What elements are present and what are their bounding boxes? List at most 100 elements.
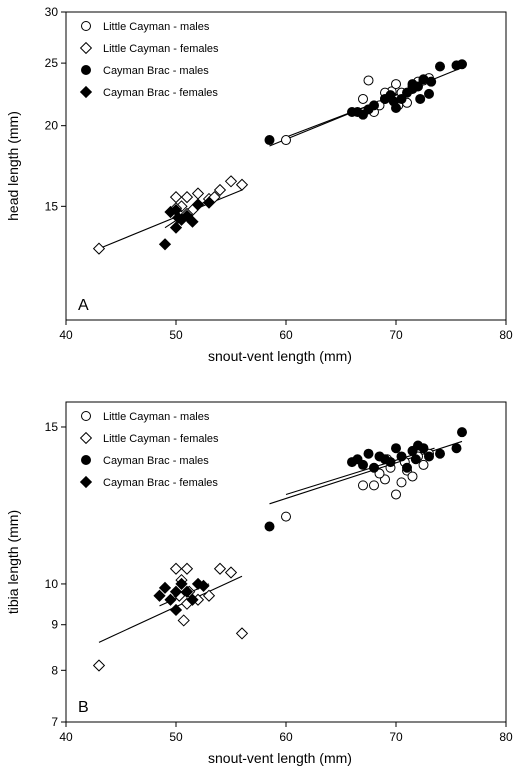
data-point — [451, 443, 462, 454]
data-point — [180, 562, 194, 575]
y-tick-label: 9 — [51, 618, 58, 632]
y-tick-label: 25 — [45, 56, 59, 70]
legend: Little Cayman - males Little Cayman - fem… — [79, 21, 219, 99]
data-point — [435, 448, 445, 459]
legend: Little Cayman - males Little Cayman - fem… — [79, 411, 219, 489]
y-tick-label: 15 — [45, 420, 59, 434]
x-tick-label: 40 — [59, 730, 73, 744]
data-point — [186, 215, 199, 228]
data-point — [391, 489, 401, 500]
data-point — [180, 191, 194, 204]
data-point — [224, 566, 238, 579]
data-point — [213, 183, 227, 197]
data-point — [169, 221, 183, 234]
chart-panel-a: 40 50 60 70 80 15 20 25 30 snout-vent length (mm)… — [5, 5, 513, 364]
data-series — [264, 59, 467, 146]
x-tick-label: 60 — [279, 730, 293, 744]
data-point — [358, 93, 368, 104]
legend-label: Little Cayman - males — [103, 21, 210, 33]
y-axis-title: head length (mm) — [5, 111, 21, 221]
data-point — [388, 96, 399, 107]
data-point — [264, 135, 275, 146]
data-point — [369, 462, 379, 473]
data-point — [457, 427, 467, 438]
x-axis-title: snout-vent length (mm) — [208, 750, 352, 766]
data-point — [177, 614, 190, 627]
data-point — [202, 196, 216, 209]
x-tick-label: 70 — [389, 328, 403, 342]
data-point — [197, 579, 210, 592]
data-point — [396, 477, 407, 488]
legend-label: Cayman Brac - females — [103, 87, 218, 99]
panel-label: B — [78, 699, 89, 716]
data-point — [169, 191, 183, 204]
y-tick-label: 20 — [45, 119, 59, 133]
data-point — [369, 480, 379, 491]
data-point — [191, 198, 205, 211]
data-point — [202, 589, 216, 602]
y-tick-label: 30 — [45, 5, 59, 19]
data-point — [358, 480, 368, 491]
data-point — [396, 451, 407, 462]
plot-frame — [65, 11, 507, 321]
y-tick-label: 10 — [45, 577, 59, 591]
data-point — [424, 88, 434, 99]
legend-label: Cayman Brac - males — [103, 65, 209, 77]
chart-panel-b: 40 50 60 70 80 7 8 9 10 15 snout-vent length (mm) t… — [5, 401, 513, 766]
data-point — [418, 443, 429, 454]
data-point — [235, 627, 249, 640]
data-point — [410, 454, 421, 465]
regression-line — [98, 189, 243, 250]
data-point — [224, 175, 238, 188]
data-point — [418, 459, 429, 470]
data-point — [186, 593, 199, 606]
x-tick-label: 80 — [499, 730, 513, 744]
data-point — [92, 659, 106, 672]
legend-label: Cayman Brac - males — [103, 455, 209, 467]
legend-marker — [79, 41, 93, 55]
legend-marker — [81, 411, 91, 421]
data-point — [213, 562, 227, 575]
data-point — [424, 451, 434, 462]
data-point — [158, 238, 172, 251]
data-point — [158, 581, 172, 594]
regression-line — [285, 447, 435, 495]
data-point — [164, 593, 177, 606]
data-point — [363, 448, 374, 459]
data-point — [385, 457, 396, 468]
legend-marker — [79, 475, 93, 489]
legend-label: Little Cayman - females — [103, 433, 219, 445]
data-point — [457, 59, 467, 70]
x-axis-title: snout-vent length (mm) — [208, 348, 352, 364]
y-tick-label: 7 — [51, 715, 58, 729]
panel-label: A — [78, 297, 89, 314]
x-tick-label: 40 — [59, 328, 73, 342]
x-tick-label: 50 — [169, 730, 183, 744]
data-series — [158, 196, 216, 251]
data-point — [369, 100, 379, 111]
data-point — [92, 242, 106, 255]
legend-marker — [79, 85, 93, 99]
legend-marker — [81, 65, 91, 75]
x-tick-label: 70 — [389, 730, 403, 744]
legend-label: Little Cayman - females — [103, 43, 219, 55]
y-tick-label: 8 — [51, 663, 58, 677]
data-series — [264, 427, 467, 532]
data-point — [169, 603, 183, 617]
legend-label: Little Cayman - males — [103, 411, 210, 423]
data-point — [172, 211, 185, 224]
data-point — [281, 135, 291, 146]
data-point — [391, 443, 401, 454]
x-tick-label: 80 — [499, 328, 513, 342]
data-point — [402, 462, 412, 473]
x-tick-label: 50 — [169, 328, 183, 342]
data-point — [363, 75, 374, 86]
x-tick-label: 60 — [279, 328, 293, 342]
data-series — [153, 577, 210, 617]
regression-line — [98, 575, 243, 643]
data-point — [235, 178, 249, 191]
legend-marker — [81, 455, 91, 465]
legend-marker — [81, 21, 91, 31]
data-point — [426, 76, 437, 87]
